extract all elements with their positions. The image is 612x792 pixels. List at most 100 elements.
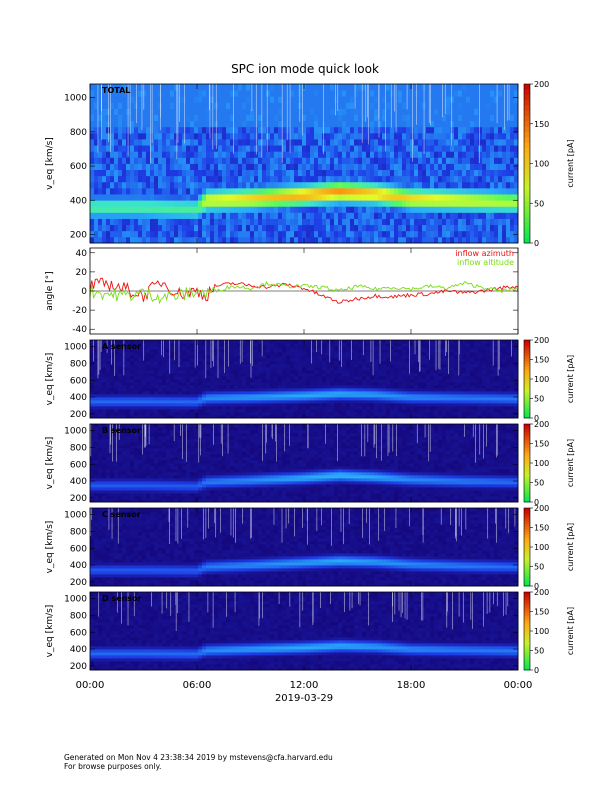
heatmap-cell xyxy=(150,376,155,380)
heatmap-cell xyxy=(342,157,347,164)
heatmap-cell xyxy=(438,126,443,134)
heatmap-cell xyxy=(366,415,371,419)
heatmap-cell xyxy=(162,412,167,416)
heatmap-cell xyxy=(446,200,451,207)
heatmap-cell xyxy=(110,96,115,103)
heatmap-cell xyxy=(310,151,315,158)
heatmap-cell xyxy=(390,400,395,404)
heatmap-cell xyxy=(110,388,115,392)
heatmap-cell xyxy=(378,388,383,392)
heatmap-cell xyxy=(286,200,291,207)
heatmap-cell xyxy=(294,187,299,195)
heatmap-cell xyxy=(170,406,175,410)
heatmap-cell xyxy=(342,230,347,238)
heatmap-cell xyxy=(290,194,295,201)
heatmap-cell xyxy=(326,157,331,164)
heatmap-cell xyxy=(362,96,367,103)
y-tick-label: 200 xyxy=(70,230,87,240)
heatmap-cell xyxy=(210,385,215,389)
heatmap-cell xyxy=(142,385,147,389)
heatmap-cell xyxy=(342,96,347,103)
heatmap-cell xyxy=(274,373,279,377)
colorbar-segment xyxy=(524,84,530,90)
heatmap-cell xyxy=(294,90,299,97)
heatmap-cell xyxy=(366,194,371,201)
heatmap-cell xyxy=(90,163,95,171)
heatmap-cell xyxy=(198,187,203,195)
heatmap-cell xyxy=(234,230,239,238)
heatmap-cell xyxy=(206,382,211,386)
heatmap-cell xyxy=(250,400,255,404)
heatmap-cell xyxy=(122,163,127,171)
heatmap-cell xyxy=(110,212,115,219)
heatmap-cell xyxy=(314,397,319,401)
heatmap-cell xyxy=(158,352,163,356)
heatmap-cell xyxy=(338,406,343,410)
heatmap-cell xyxy=(362,139,367,146)
heatmap-cell xyxy=(122,151,127,158)
heatmap-cell xyxy=(134,340,139,344)
heatmap-cell xyxy=(142,90,147,97)
heatmap-cell xyxy=(114,391,119,395)
heatmap-cell xyxy=(498,114,503,122)
heatmap-cell xyxy=(282,132,287,140)
heatmap-cell xyxy=(166,340,171,344)
heatmap-cell xyxy=(154,352,159,356)
heatmap-cell xyxy=(198,200,203,207)
heatmap-cell xyxy=(362,370,367,374)
heatmap-cell xyxy=(210,391,215,395)
heatmap-cell xyxy=(206,132,211,140)
heatmap-cell xyxy=(506,206,511,213)
heatmap-cell xyxy=(110,175,115,183)
heatmap-cell xyxy=(430,151,435,158)
heatmap-cell xyxy=(190,224,195,232)
colorbar-segment xyxy=(524,232,530,239)
heatmap-cell xyxy=(350,126,355,134)
heatmap-cell xyxy=(430,90,435,97)
heatmap-cell xyxy=(442,84,447,91)
heatmap-cell xyxy=(362,181,367,189)
heatmap-cell xyxy=(346,218,351,226)
heatmap-cell xyxy=(330,355,335,359)
heatmap-cell xyxy=(186,358,191,362)
heatmap-cell xyxy=(146,364,151,368)
heatmap-cell xyxy=(414,90,419,97)
heatmap-cell xyxy=(298,126,303,134)
heatmap-cell xyxy=(482,126,487,134)
heatmap-cell xyxy=(506,145,511,152)
heatmap-cell xyxy=(106,340,111,344)
heatmap-cell xyxy=(422,206,427,213)
heatmap-cell xyxy=(282,181,287,189)
heatmap-cell xyxy=(182,415,187,419)
heatmap-cell xyxy=(250,212,255,219)
heatmap-cell xyxy=(218,200,223,207)
heatmap-cell xyxy=(458,212,463,219)
heatmap-cell xyxy=(322,132,327,140)
heatmap-cell xyxy=(214,403,219,407)
heatmap-cell xyxy=(486,132,491,140)
heatmap-cell xyxy=(346,403,351,407)
heatmap-cell xyxy=(450,145,455,152)
heatmap-cell xyxy=(222,181,227,189)
heatmap-cell xyxy=(326,145,331,152)
heatmap-cell xyxy=(494,126,499,134)
heatmap-cell xyxy=(366,151,371,158)
heatmap-cell xyxy=(166,349,171,353)
heatmap-cell xyxy=(314,379,319,383)
heatmap-cell xyxy=(246,145,251,152)
heatmap-cell xyxy=(118,388,123,392)
heatmap-cell xyxy=(230,364,235,368)
heatmap-cell xyxy=(126,212,131,219)
heatmap-cell xyxy=(410,169,415,177)
heatmap-cell xyxy=(150,370,155,374)
heatmap-cell xyxy=(166,96,171,103)
heatmap-cell xyxy=(138,126,143,134)
heatmap-cell xyxy=(126,403,131,407)
heatmap-cell xyxy=(234,349,239,353)
heatmap-cell xyxy=(338,114,343,122)
heatmap-cell xyxy=(194,370,199,374)
heatmap-cell xyxy=(454,224,459,232)
heatmap-cell xyxy=(234,224,239,232)
heatmap-cell xyxy=(290,151,295,158)
heatmap-cell xyxy=(314,367,319,371)
